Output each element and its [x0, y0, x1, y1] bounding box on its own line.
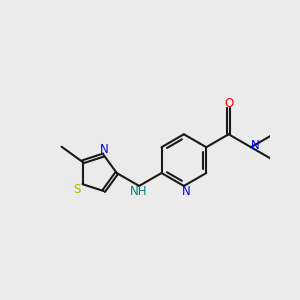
Text: N: N: [251, 139, 260, 152]
Text: O: O: [224, 97, 233, 110]
Text: S: S: [74, 183, 81, 196]
Text: N: N: [182, 184, 191, 198]
Text: NH: NH: [130, 185, 147, 199]
Text: N: N: [100, 143, 109, 156]
